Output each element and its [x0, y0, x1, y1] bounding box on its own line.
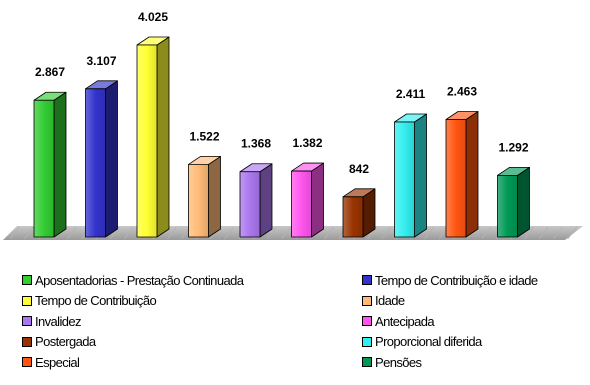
data-label: 4.025 [138, 10, 168, 24]
legend-swatch [362, 316, 372, 326]
floor-texture-line [567, 226, 578, 240]
floor-texture-line [424, 226, 435, 240]
bar [497, 166, 530, 238]
bar-front-face [394, 121, 415, 238]
legend: Aposentadorias - Prestação Continuada Tem… [22, 272, 582, 370]
legend-item: Idade [362, 293, 582, 309]
legend-swatch [22, 357, 32, 367]
legend-swatch [362, 336, 372, 347]
bar [33, 91, 67, 238]
bar-front-face [497, 174, 518, 238]
legend-item: Tempo de Contribuição [22, 293, 362, 309]
floor-texture-line [281, 226, 292, 240]
bar [342, 188, 376, 238]
legend-item: Invalidez [22, 313, 362, 329]
legend-label: Pensões [375, 354, 422, 370]
bar-side-face [414, 113, 427, 238]
data-label: 3.107 [86, 54, 116, 68]
legend-swatch [362, 357, 372, 367]
floor-texture-line [9, 226, 20, 240]
bar-side-face [208, 155, 221, 238]
data-label: 1.368 [241, 137, 271, 151]
bar [85, 80, 118, 238]
floor-texture-line [481, 226, 492, 240]
data-label: 2.411 [396, 87, 426, 101]
legend-swatch [22, 295, 32, 306]
legend-item: Antecipada [362, 313, 582, 329]
bar-front-face [239, 171, 261, 238]
bars-group [33, 36, 530, 238]
bar [291, 162, 324, 238]
bar-chart: 2.867 3.107 4.025 1.522 1.368 1.382 842 2.411 2.… [3, 10, 583, 240]
legend-item: Tempo de Contribuição e idade [362, 272, 582, 288]
bar-front-face [445, 119, 467, 238]
legend-label: Postergada [35, 334, 96, 349]
data-label: 842 [349, 162, 369, 176]
legend-swatch [362, 295, 372, 306]
legend-label: Tempo de Contribuição [35, 293, 157, 308]
bar-side-face [465, 111, 479, 238]
legend-label: Invalidez [35, 313, 82, 329]
bar-side-face [53, 91, 67, 238]
legend-item: Aposentadorias - Prestação Continuada [22, 272, 362, 288]
bar-side-face [105, 80, 118, 238]
bar-side-face [311, 162, 324, 238]
data-label: 2.463 [447, 85, 477, 99]
bar-front-face [342, 196, 364, 238]
floor-texture-line [66, 226, 77, 240]
floor-texture-line [224, 226, 234, 240]
legend-swatch [22, 275, 32, 285]
legend-item: Pensões [362, 354, 582, 370]
bar [136, 36, 170, 238]
data-label: 1.292 [498, 140, 528, 154]
floor-texture-line [23, 226, 34, 240]
legend-item: Proporcional diferida [362, 334, 582, 350]
bar [445, 111, 479, 238]
legend-swatch [362, 275, 372, 285]
legend-label: Antecipada [375, 313, 435, 329]
floor-texture-line [266, 226, 277, 240]
legend-item: Postergada [22, 334, 362, 350]
bar-front-face [33, 99, 55, 238]
bar-front-face [291, 170, 312, 238]
bar-front-face [136, 44, 158, 238]
legend-swatch [22, 336, 32, 347]
data-labels-group: 2.867 3.107 4.025 1.522 1.368 1.382 842 2.411 2.… [35, 10, 529, 176]
bar-front-face [85, 88, 106, 238]
bar-side-face [156, 36, 170, 238]
legend-swatch [22, 316, 32, 326]
bar [188, 155, 221, 238]
data-label: 2.867 [35, 65, 65, 79]
floor-texture-line [538, 226, 549, 240]
legend-label: Tempo de Contribuição e idade [375, 272, 538, 288]
data-label: 1.522 [189, 129, 219, 143]
floor-texture-line [553, 226, 563, 240]
floor-texture-line [381, 226, 392, 240]
bar-side-face [517, 166, 530, 238]
bar-side-face [259, 163, 273, 238]
floor-texture-line [124, 226, 134, 240]
legend-label: Aposentadorias - Prestação Continuada [35, 272, 244, 288]
bar-front-face [188, 163, 209, 238]
floor-texture-line [524, 226, 535, 240]
bar [239, 163, 273, 238]
legend-label: Especial [35, 354, 80, 370]
legend-label: Proporcional diferida [375, 334, 482, 349]
floor-texture-line [166, 226, 177, 240]
legend-item: Especial [22, 354, 362, 370]
data-label: 1.382 [292, 136, 322, 150]
legend-label: Idade [375, 293, 405, 308]
bar [394, 113, 427, 238]
floor-texture-line [324, 226, 335, 240]
